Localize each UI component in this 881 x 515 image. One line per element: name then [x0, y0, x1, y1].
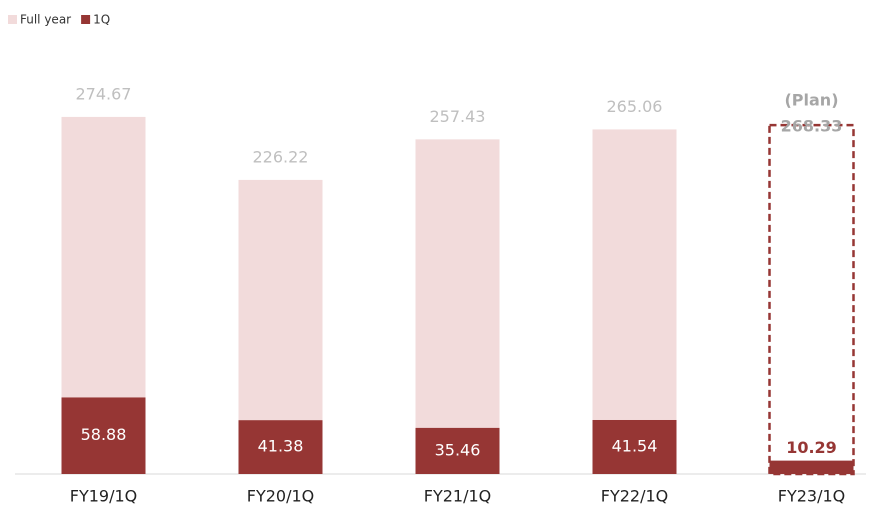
- q1-label: 41.54: [612, 436, 658, 455]
- q1-label: 35.46: [435, 440, 481, 459]
- full-year-label: 226.22: [253, 147, 309, 166]
- q1-label: 58.88: [81, 425, 127, 444]
- q1-label: 10.29: [786, 438, 837, 457]
- legend-label: Full year: [20, 13, 71, 27]
- x-tick-label: FY22/1Q: [601, 487, 669, 506]
- full-year-label: 274.67: [76, 84, 132, 103]
- legend-swatch: [8, 15, 17, 24]
- q1-bar: [238, 420, 323, 474]
- q1-label: 41.38: [258, 437, 304, 456]
- full-year-bar: [592, 129, 677, 474]
- plan-annotation: (Plan): [784, 91, 838, 110]
- q1-bar: [61, 397, 146, 474]
- legend-swatch: [81, 15, 91, 24]
- q1-bar: [592, 419, 677, 474]
- legend-label: 1Q: [93, 13, 110, 27]
- full-year-label: 265.06: [607, 97, 663, 116]
- q1-bar: [769, 460, 854, 474]
- x-tick-label: FY21/1Q: [424, 487, 492, 506]
- full-year-label: 268.33: [781, 117, 843, 136]
- x-tick-label: FY19/1Q: [70, 487, 138, 506]
- x-tick-label: FY20/1Q: [247, 487, 315, 506]
- plan-bar: [768, 123, 855, 476]
- x-tick-label: FY23/1Q: [778, 487, 846, 506]
- full-year-label: 257.43: [430, 107, 486, 126]
- q1-bar: [415, 427, 500, 474]
- full-year-bar: [415, 139, 500, 474]
